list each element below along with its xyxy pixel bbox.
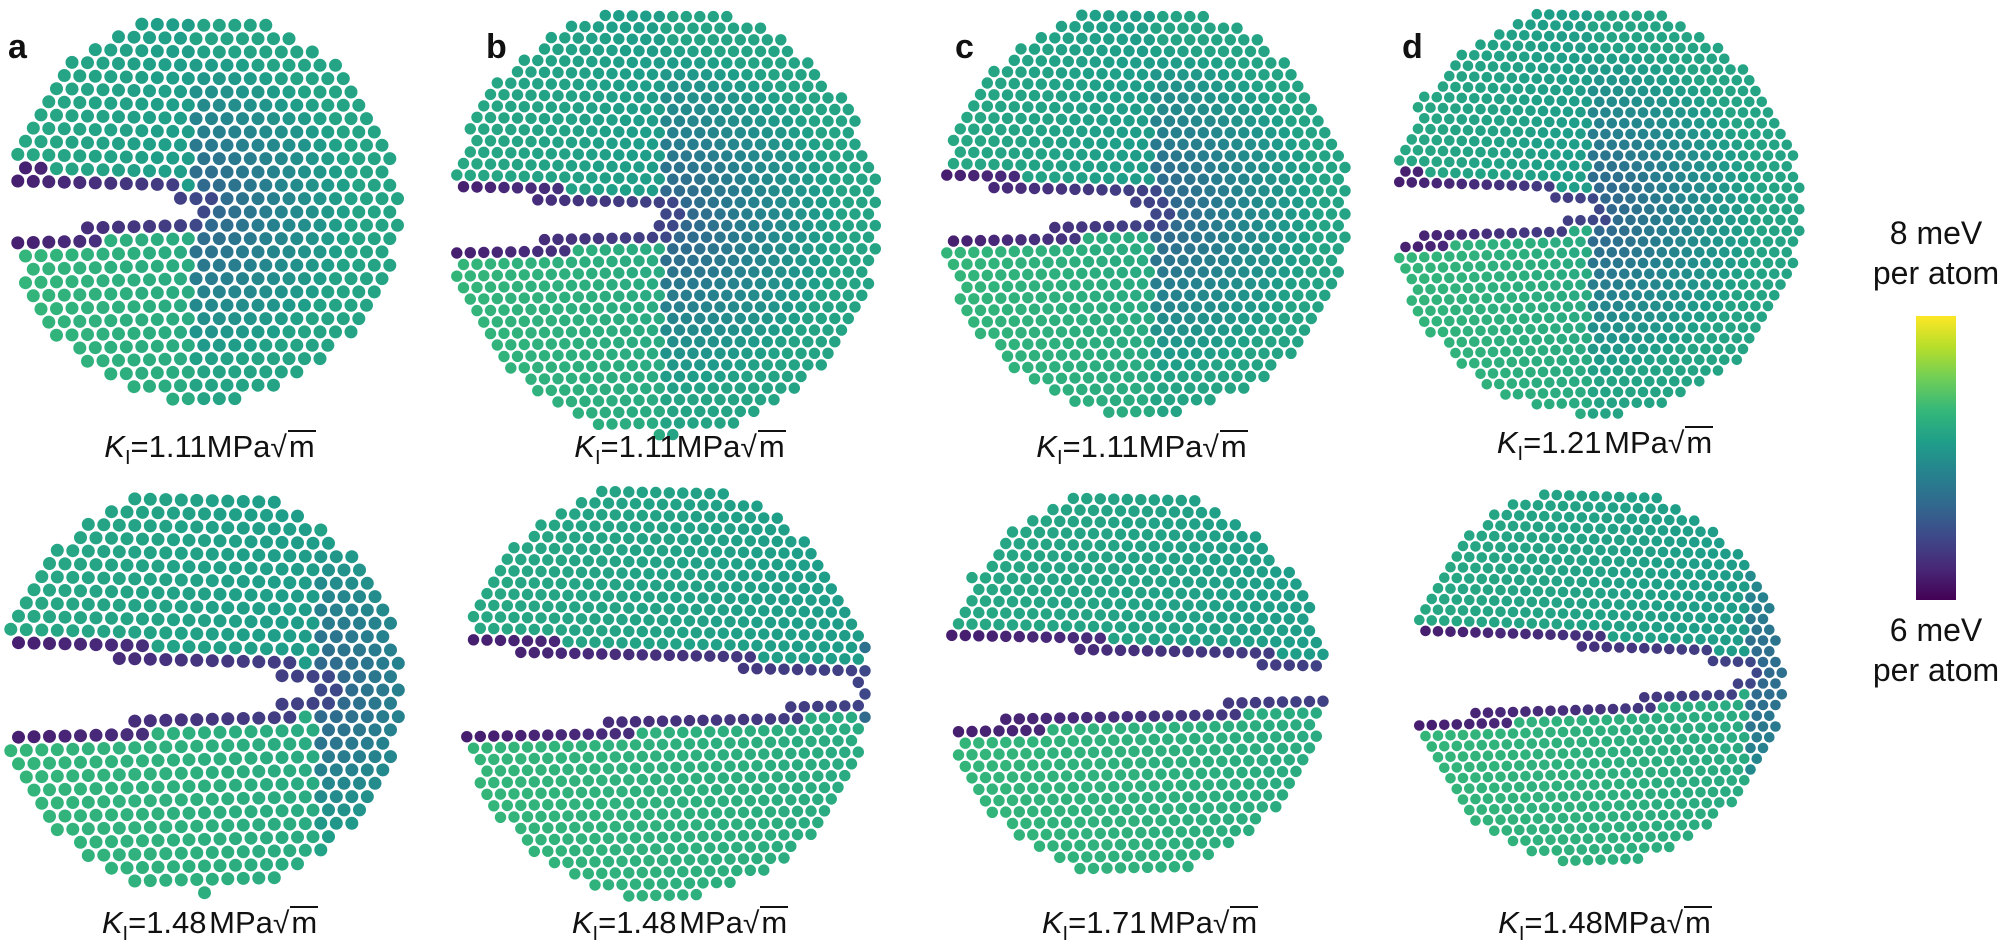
panel-a-bottom-lattice xyxy=(4,492,405,900)
colorbar-max-line2: per atom xyxy=(1872,255,2000,291)
kl-label-b-bottom: KI=1.48 MPa√m xyxy=(571,905,789,945)
colorbar xyxy=(1916,316,1956,600)
panel-b-top-lattice xyxy=(451,9,881,441)
colorbar-min-line2: per atom xyxy=(1872,652,2000,688)
panel-d-bottom-lattice xyxy=(1414,489,1788,867)
colorbar-max-line1: 8 meV xyxy=(1889,215,1983,251)
panel-a-top-lattice xyxy=(11,17,404,406)
panel-letter-b: b xyxy=(486,28,507,66)
kl-label-d-top: KI=1.21 MPa√m xyxy=(1496,425,1714,465)
kl-label-c-top: KI=1.11MPa√m xyxy=(1036,429,1248,469)
colorbar-min-line1: 6 meV xyxy=(1889,612,1983,648)
panel-letter-d: d xyxy=(1402,28,1423,66)
panel-b-bottom-lattice xyxy=(461,485,871,902)
panel-d-top-lattice xyxy=(1394,8,1805,420)
colorbar-min-label: 6 meV per atom xyxy=(1826,610,2000,690)
panel-letter-a: a xyxy=(8,28,27,66)
colorbar-max-label: 8 meV per atom xyxy=(1826,213,2000,293)
kl-label-a-top: KI=1.11MPa√m xyxy=(104,429,316,469)
panel-c-top-lattice xyxy=(941,9,1351,418)
panel-c-bottom-lattice xyxy=(946,492,1329,875)
kl-label-b-top: KI=1.11MPa√m xyxy=(574,429,786,469)
kl-label-d-bottom: KI=1.48MPa√m xyxy=(1498,905,1712,945)
kl-label-c-bottom: KI=1.71 MPa√m xyxy=(1041,905,1259,945)
kl-label-a-bottom: KI=1.48 MPa√m xyxy=(101,905,319,945)
panel-letter-c: c xyxy=(955,28,974,66)
